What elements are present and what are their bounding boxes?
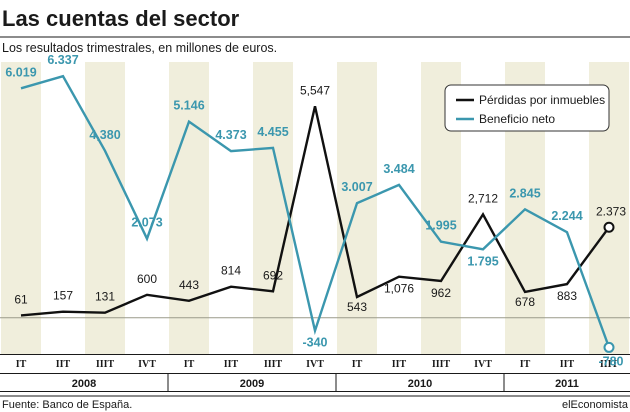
data-label-perdidas: 2.373 <box>596 204 626 218</box>
data-label-beneficio: 4,380 <box>89 128 120 142</box>
data-labels: 61 157 131 600 443 814 692 5,547 543 1,076 962 2,71… <box>5 53 626 368</box>
band-4 <box>169 62 209 354</box>
x-tick-label: IIT <box>392 359 407 370</box>
data-points <box>603 221 615 353</box>
x-tick-label: IIIT <box>96 359 115 370</box>
x-tick-label: IVT <box>474 359 492 370</box>
x-tick-label: IT <box>184 359 195 370</box>
x-tick-label: IIIT <box>432 359 451 370</box>
data-label-beneficio: 6.019 <box>5 65 36 79</box>
data-label-beneficio: 6.337 <box>47 53 78 67</box>
band-0 <box>1 62 41 354</box>
data-label-beneficio: 2.244 <box>551 209 582 223</box>
quarter-bands <box>1 62 629 354</box>
year-labels: 2008 2009 2010 2011 <box>0 373 630 392</box>
x-tick-label: IIIT <box>264 359 283 370</box>
data-label-beneficio: 4.455 <box>257 125 288 139</box>
data-label-perdidas: 814 <box>221 264 241 278</box>
year-label-2011: 2011 <box>555 378 579 390</box>
data-label-perdidas: 443 <box>179 278 199 292</box>
data-label-beneficio: 5.146 <box>173 99 204 113</box>
data-label-perdidas: 61 <box>14 292 28 306</box>
source-note: Fuente: Banco de España. <box>2 399 132 411</box>
data-label-beneficio: 2.073 <box>131 216 162 230</box>
legend-label-beneficio: Beneficio neto <box>479 112 555 126</box>
x-tick-label: IT <box>520 359 531 370</box>
x-tick-label: IIT <box>56 359 71 370</box>
x-tick-label: IIT <box>224 359 239 370</box>
data-label-perdidas: 883 <box>557 289 577 303</box>
legend-label-perdidas: Pérdidas por inmuebles <box>479 93 605 107</box>
x-tick-label: IIT <box>560 359 575 370</box>
data-label-perdidas: 157 <box>53 289 73 303</box>
data-label-beneficio: 3.484 <box>383 162 414 176</box>
series-lines <box>20 74 611 348</box>
data-label-beneficio: 1.795 <box>467 254 498 268</box>
x-tick-label: IVT <box>138 359 156 370</box>
end-point-perdidas <box>603 221 615 233</box>
data-label-perdidas: 5,547 <box>300 83 330 97</box>
data-label-perdidas: 962 <box>431 286 451 300</box>
data-label-perdidas: 1,076 <box>384 282 414 296</box>
data-label-beneficio: -340 <box>302 336 327 350</box>
data-label-perdidas: 2,712 <box>468 191 498 205</box>
data-label-beneficio: 2.845 <box>509 186 540 200</box>
band-8 <box>337 62 377 354</box>
data-label-beneficio: 1.995 <box>425 219 456 233</box>
x-tick-label: IT <box>16 359 27 370</box>
data-label-beneficio: 3.007 <box>341 180 372 194</box>
data-label-perdidas: 600 <box>137 272 157 286</box>
end-point-beneficio <box>603 341 615 353</box>
legend-box <box>444 84 610 132</box>
data-label-perdidas: 692 <box>263 268 283 282</box>
year-label-2010: 2010 <box>408 378 432 390</box>
data-label-beneficio: 4.373 <box>215 128 246 142</box>
x-tick-label: IT <box>352 359 363 370</box>
legend: Pérdidas por inmuebles Beneficio neto <box>444 84 610 132</box>
data-label-beneficio: -780 <box>598 354 623 368</box>
series-line-perdidas <box>20 106 610 317</box>
series-line-beneficio <box>20 74 611 348</box>
x-tick-label: IIIT <box>600 359 619 370</box>
year-label-2008: 2008 <box>72 378 96 390</box>
year-label-2009: 2009 <box>240 378 264 390</box>
band-2 <box>85 62 125 354</box>
brand-logo: elEconomista <box>562 399 629 411</box>
data-label-perdidas: 131 <box>95 290 115 304</box>
x-tick-label: IVT <box>306 359 324 370</box>
data-label-perdidas: 543 <box>347 300 367 314</box>
data-label-perdidas: 678 <box>515 295 535 309</box>
chart-subtitle: Los resultados trimestrales, en millones… <box>2 41 277 55</box>
chart-title: Las cuentas del sector <box>2 6 240 31</box>
x-axis-ticks: IT IIT IIIT IVT IT IIT IIIT IVT IT IIT IIIT IVT IT II… <box>16 359 619 370</box>
